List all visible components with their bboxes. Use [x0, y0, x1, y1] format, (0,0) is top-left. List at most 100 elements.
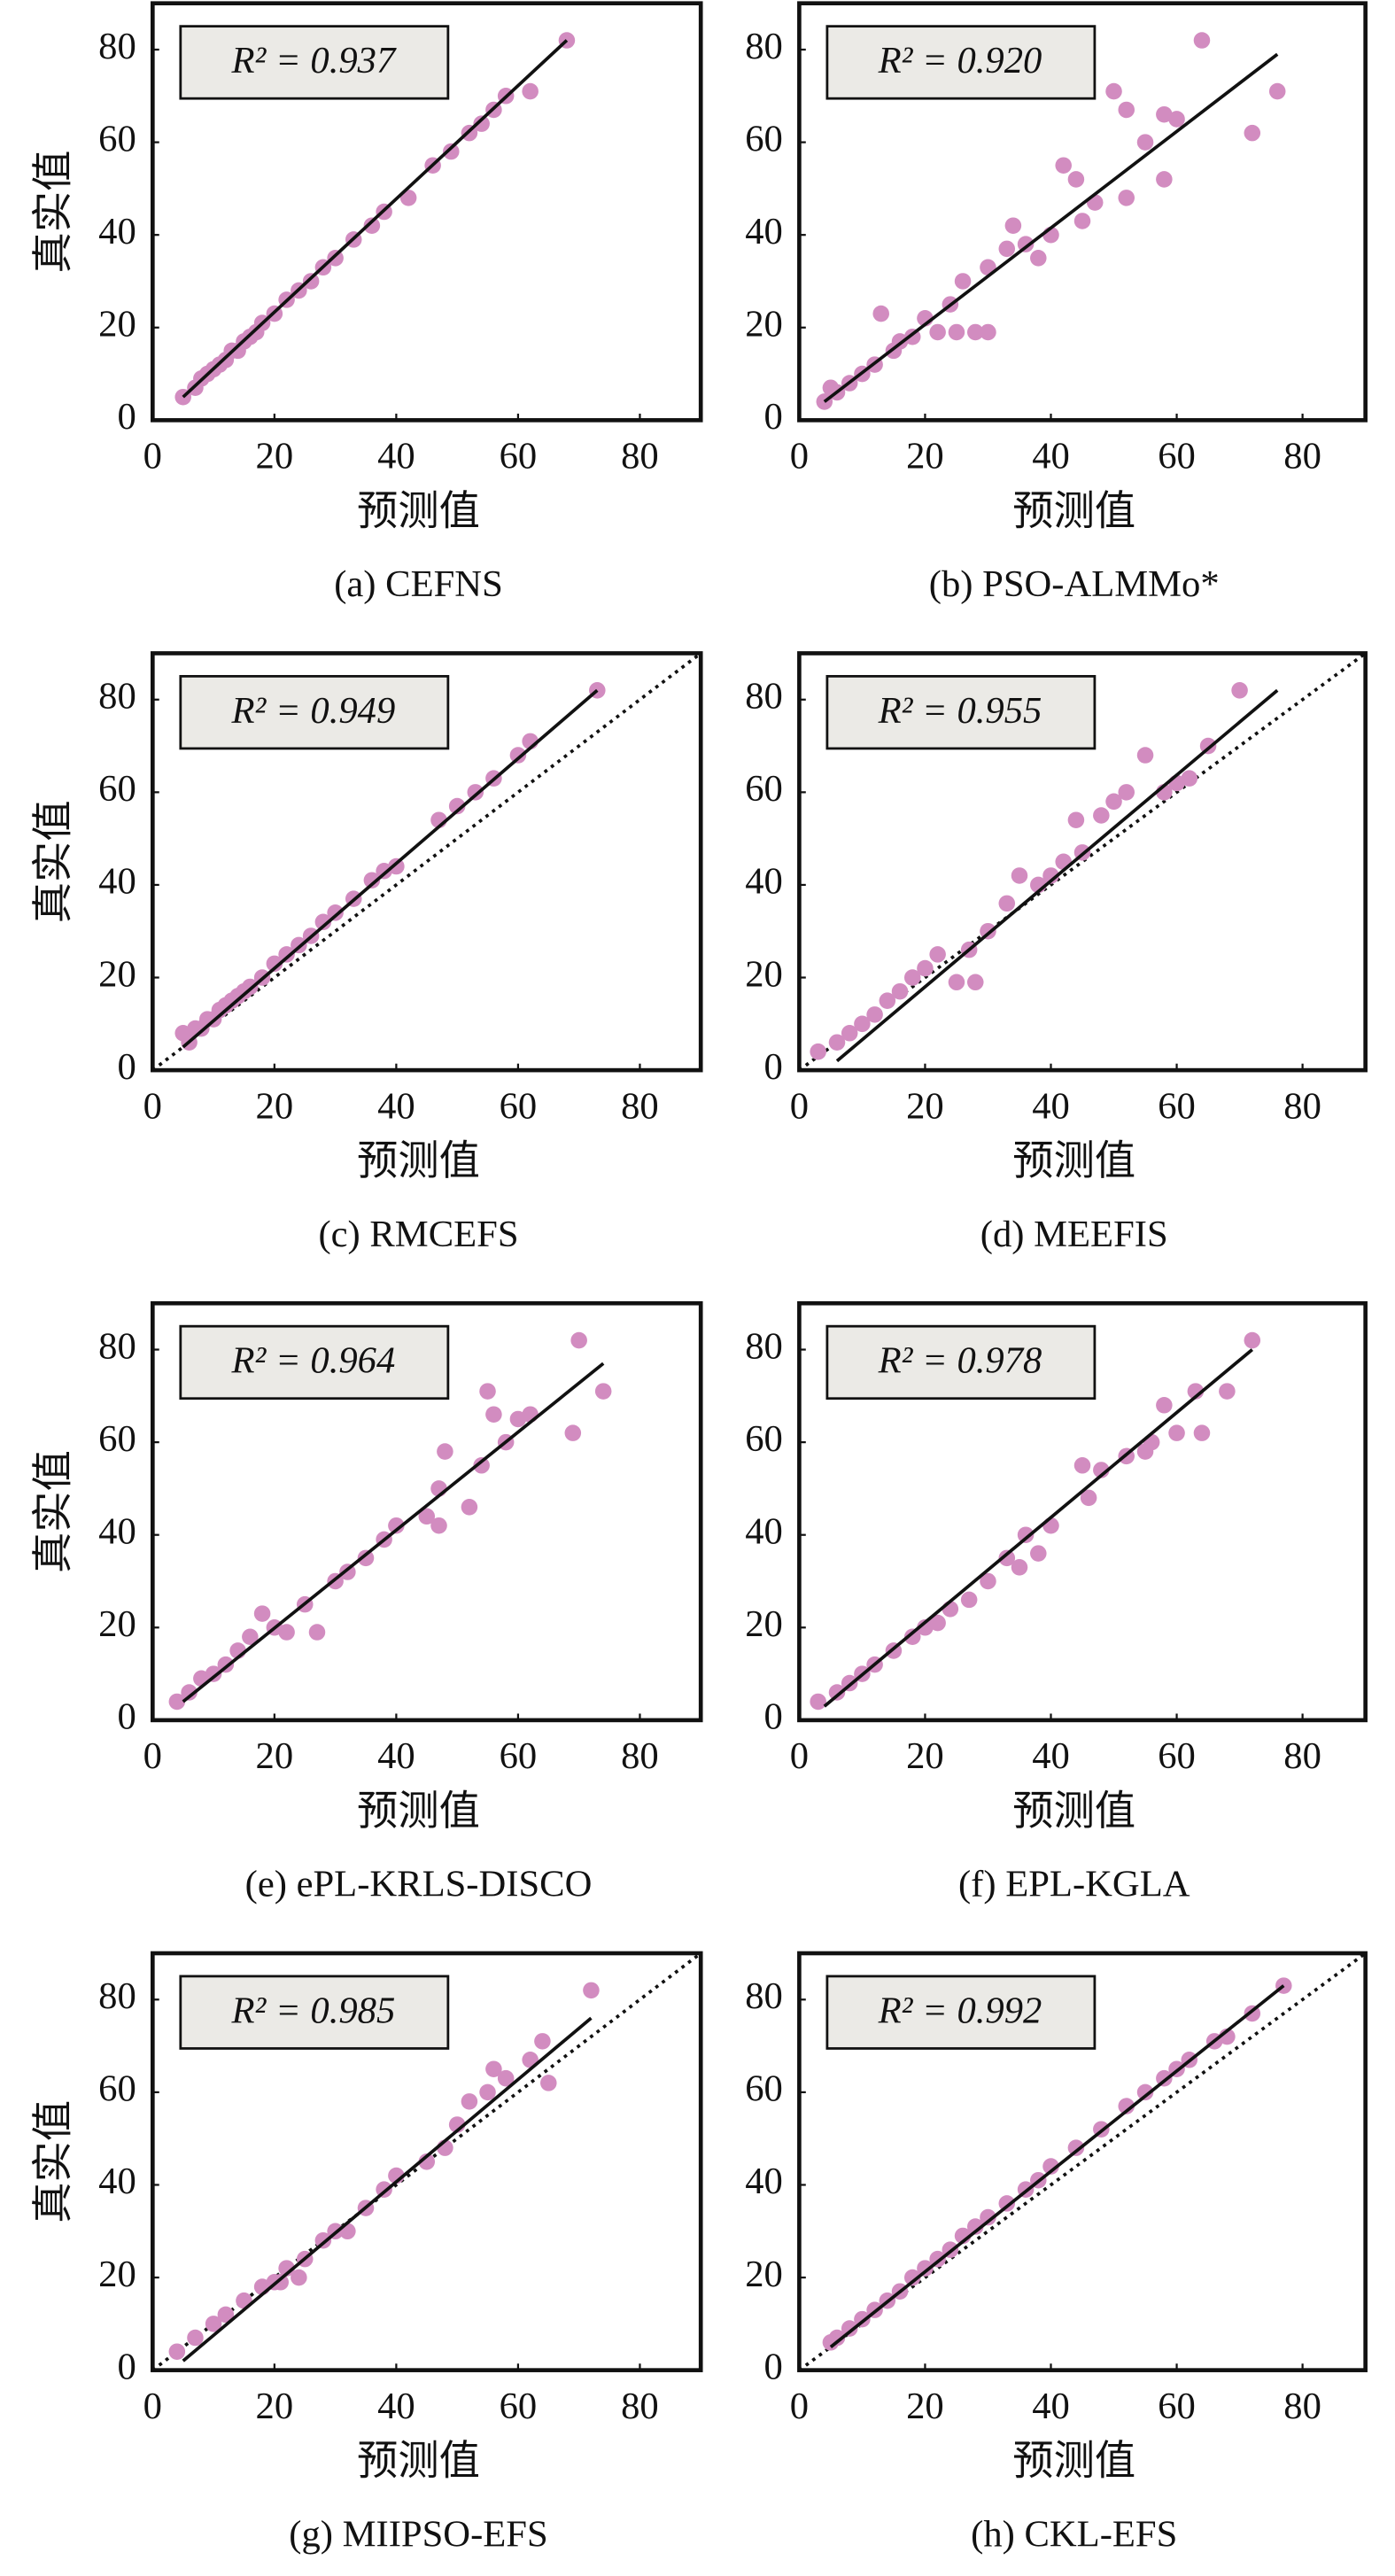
y-tick-label: 20: [745, 953, 783, 995]
y-tick-label: 40: [745, 1510, 783, 1552]
data-point: [266, 955, 283, 973]
fit-line: [823, 52, 1279, 403]
data-point: [980, 1572, 996, 1590]
x-tick-label: 60: [500, 1735, 538, 1777]
annotation: R² = 0.985: [231, 1990, 396, 2031]
y-tick-label: 80: [98, 1975, 136, 2017]
subplot-caption: (f) EPL-KGLA: [958, 1864, 1190, 1905]
data-point: [1011, 867, 1028, 884]
x-tick-label: 80: [621, 1735, 659, 1777]
annotation-box: [825, 1975, 1097, 2050]
y-tick-label: 0: [764, 1046, 783, 1088]
data-point: [998, 240, 1016, 258]
subplot-caption: (c) RMCEFS: [318, 1214, 518, 1255]
data-point: [388, 857, 405, 875]
annotation: R² = 0.964: [231, 1340, 396, 1382]
data-point: [253, 1605, 271, 1622]
y-tick-label: 40: [745, 2161, 783, 2202]
x-tick-label: 40: [1032, 1085, 1070, 1127]
x-tick-label: 60: [1158, 1735, 1196, 1777]
data-point: [1156, 171, 1173, 188]
data-point: [437, 1443, 453, 1460]
data-point: [1118, 190, 1135, 206]
data-point: [1193, 1424, 1211, 1441]
y-tick-label: 60: [98, 118, 136, 159]
y-tick-label: 80: [745, 1975, 783, 2017]
data-point: [467, 784, 484, 801]
x-tick-label: 0: [143, 2386, 162, 2427]
data-point: [509, 747, 527, 764]
x-tick-label: 0: [143, 1735, 162, 1777]
axes-frame: [151, 1, 703, 423]
x-tick-label: 80: [621, 2386, 659, 2427]
data-point: [168, 2343, 186, 2360]
data-point: [181, 1684, 198, 1701]
y-axis-label: 真实值: [31, 800, 76, 923]
x-tick-label: 0: [790, 1735, 809, 1777]
fit-line: [182, 1362, 605, 1703]
axes-frame: [151, 1951, 703, 2372]
data-point: [966, 974, 984, 991]
y-tick-label: 20: [745, 304, 783, 345]
axes-frame: [797, 1, 1368, 423]
data-point: [1105, 82, 1122, 100]
data-point: [1118, 784, 1135, 801]
y-tick-label: 40: [98, 2161, 136, 2202]
data-point: [1156, 1397, 1173, 1414]
x-tick-label: 80: [1283, 1085, 1321, 1127]
fit-line: [829, 1984, 1285, 2348]
data-point: [187, 2329, 204, 2347]
data-point: [1118, 2098, 1135, 2114]
data-point: [522, 1406, 539, 1424]
data-point: [327, 250, 344, 267]
data-point: [854, 1015, 871, 1033]
y-tick-label: 60: [98, 768, 136, 810]
data-point: [903, 2269, 921, 2286]
data-point: [291, 2269, 307, 2286]
data-point: [485, 2060, 502, 2077]
data-point: [1193, 32, 1211, 49]
y-tick-label: 80: [98, 676, 136, 718]
y-tick-label: 20: [98, 953, 136, 995]
x-tick-label: 40: [1032, 2386, 1070, 2427]
data-point: [1219, 1383, 1236, 1400]
y-tick-label: 20: [745, 2254, 783, 2295]
data-point: [954, 273, 972, 290]
fit-line: [823, 1348, 1253, 1708]
data-point: [980, 323, 996, 341]
annotation: R² = 0.949: [231, 690, 396, 732]
data-point: [891, 982, 909, 1000]
x-tick-label: 80: [1283, 436, 1321, 477]
data-point: [966, 323, 984, 341]
data-point: [948, 974, 965, 991]
x-tick-label: 40: [377, 436, 415, 477]
axes-frame: [797, 1951, 1368, 2372]
data-point: [205, 1665, 222, 1682]
x-tick-label: 0: [790, 436, 809, 477]
y-axis-label: 真实值: [31, 2100, 76, 2223]
x-tick-label: 20: [906, 2386, 944, 2427]
data-point: [1093, 807, 1110, 824]
x-tick-label: 0: [790, 2386, 809, 2427]
data-point: [570, 1331, 587, 1349]
x-axis-label: 预测值: [357, 489, 480, 534]
data-point: [418, 1508, 436, 1525]
data-point: [872, 305, 889, 322]
data-point: [866, 1006, 883, 1023]
data-point: [841, 1025, 858, 1042]
data-point: [242, 1628, 259, 1646]
data-point: [929, 946, 946, 963]
data-point: [278, 1624, 295, 1641]
x-tick-label: 0: [143, 1085, 162, 1127]
data-point: [1136, 134, 1154, 151]
data-point: [917, 2260, 934, 2277]
x-tick-label: 40: [1032, 436, 1070, 477]
fit-line: [835, 688, 1279, 1063]
y-tick-label: 80: [745, 26, 783, 67]
y-tick-label: 0: [117, 2346, 136, 2387]
data-point: [1073, 1456, 1091, 1474]
data-point: [903, 1628, 921, 1646]
x-tick-label: 60: [500, 1085, 538, 1127]
y-tick-label: 20: [98, 1603, 136, 1645]
